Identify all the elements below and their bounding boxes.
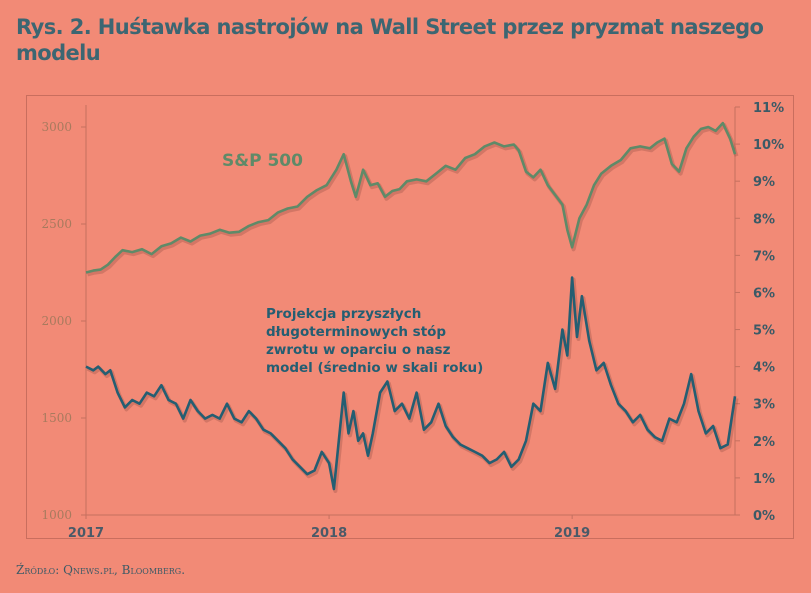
returns-annotation-line: długoterminowych stóp [266,324,446,340]
right-axis-tick-label: 2% [753,435,775,450]
sp500-annotation: S&P 500 [222,151,303,171]
x-axis-tick-label: 2018 [311,526,347,541]
chart-title: Rys. 2. Huśtawka nastrojów na Wall Stree… [16,15,764,65]
right-axis-tick-label: 3% [753,398,775,413]
source-note: Źródło: Qnews.pl, Bloomberg. [16,563,186,577]
x-axis-tick-label: 2019 [554,526,590,541]
right-axis-tick-label: 0% [753,509,775,524]
left-axis-tick-label: 2500 [41,217,72,231]
right-axis-tick-label: 11% [753,101,784,116]
right-axis-tick-label: 1% [753,472,775,487]
left-axis-tick-label: 2000 [41,314,72,328]
right-axis-tick-label: 6% [753,286,775,301]
right-axis-tick-label: 4% [753,361,775,376]
chart-frame [26,95,794,539]
returns-annotation-line: Projekcja przyszłych [266,306,421,322]
left-axis-tick-label: 1500 [41,411,72,425]
right-axis-tick-label: 9% [753,175,775,190]
returns-line [85,276,737,491]
right-axis-tick-label: 10% [753,138,784,153]
right-axis-tick-label: 7% [753,249,775,264]
right-axis-tick-label: 8% [753,212,775,227]
left-axis-tick-label: 1000 [41,508,72,522]
returns-annotation-line: model (średnio w skali roku) [266,360,483,376]
x-axis-tick-label: 2017 [68,526,104,541]
returns-annotation-line: zwrotu w oparciu o nasz [266,342,451,358]
sp500-line-shadow [86,123,739,277]
right-axis-tick-label: 5% [753,324,775,339]
left-axis-tick-label: 3000 [41,120,72,134]
sp500-line [85,121,737,274]
